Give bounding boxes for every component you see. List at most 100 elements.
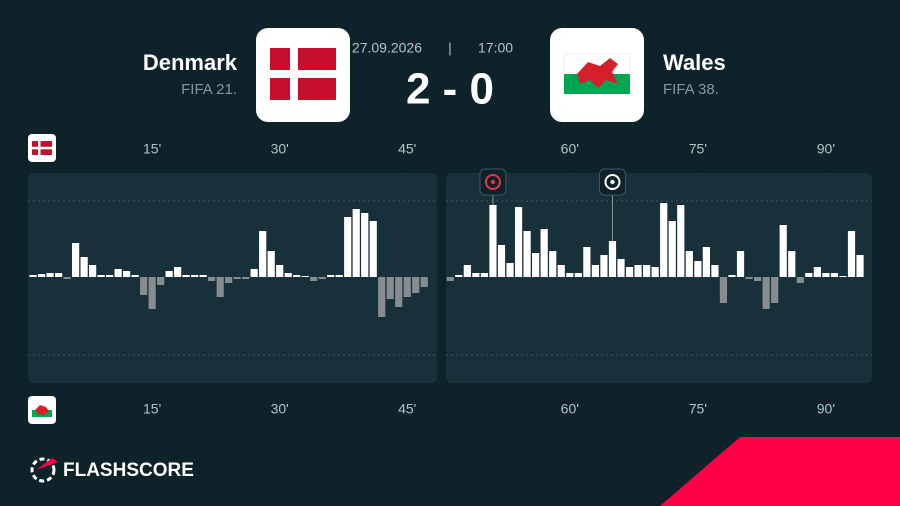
momentum-bar	[420, 277, 428, 287]
momentum-bar	[72, 243, 80, 277]
away-flag-small	[28, 396, 56, 424]
home-flag	[256, 28, 350, 122]
x-tick-label: 90'	[817, 401, 835, 417]
momentum-bar	[225, 277, 233, 283]
momentum-bar	[856, 255, 864, 277]
momentum-bar	[412, 277, 420, 293]
momentum-bar	[157, 277, 165, 285]
momentum-bar	[55, 273, 63, 277]
momentum-bar	[830, 273, 839, 277]
momentum-bar	[625, 267, 634, 277]
momentum-bar	[719, 277, 728, 303]
momentum-bar	[46, 273, 54, 277]
momentum-bar	[361, 213, 369, 277]
momentum-bar	[822, 273, 830, 277]
x-tick-label: 60'	[561, 141, 579, 157]
momentum-bar	[694, 261, 702, 277]
x-tick-label: 30'	[271, 141, 289, 157]
x-tick-label: 45'	[398, 401, 416, 417]
momentum-bar	[378, 277, 386, 317]
momentum-bar	[148, 277, 156, 309]
momentum-bar	[660, 203, 668, 277]
away-rank: FIFA 38.	[663, 81, 719, 98]
momentum-bar	[174, 267, 182, 277]
momentum-bar	[771, 277, 779, 303]
momentum-bar	[335, 275, 343, 277]
momentum-bar	[668, 221, 676, 277]
momentum-bar	[711, 265, 719, 277]
momentum-bar	[591, 265, 599, 277]
momentum-bar	[540, 229, 548, 277]
momentum-bar	[549, 251, 557, 277]
momentum-bar	[651, 267, 659, 277]
momentum-bar	[242, 277, 250, 279]
momentum-bar	[38, 274, 46, 277]
panel	[446, 173, 872, 383]
x-tick-label: 90'	[817, 141, 835, 157]
momentum-bar	[583, 247, 591, 277]
momentum-bar	[386, 277, 394, 299]
goal-ball	[484, 174, 501, 190]
brand-logo: FLASHSCORE	[30, 457, 194, 483]
momentum-bar	[293, 275, 301, 277]
momentum-bar	[702, 247, 710, 277]
momentum-bar	[805, 273, 813, 277]
momentum-bar	[839, 276, 847, 277]
momentum-bar	[736, 251, 745, 277]
momentum-bar	[514, 207, 523, 277]
brand-name: FLASHSCORE	[63, 460, 194, 481]
momentum-bar	[199, 275, 207, 277]
momentum-bar	[497, 245, 506, 277]
momentum-bar	[634, 265, 642, 277]
momentum-bar	[557, 265, 565, 277]
momentum-bar	[63, 277, 71, 279]
momentum-bar	[89, 265, 97, 277]
momentum-bar	[208, 277, 216, 281]
momentum-bar	[352, 209, 360, 277]
momentum-bar	[754, 277, 762, 281]
momentum-bar	[847, 231, 856, 277]
home-name: Denmark	[143, 50, 238, 75]
momentum-bar	[97, 275, 105, 277]
momentum-bar	[643, 265, 651, 277]
momentum-bar	[472, 273, 480, 277]
momentum-bar	[29, 275, 37, 277]
x-tick-label: 75'	[689, 401, 707, 417]
match-time: 17:00	[478, 40, 513, 56]
momentum-bar	[745, 277, 753, 279]
goal-ball	[604, 174, 621, 190]
momentum-bar	[463, 265, 471, 277]
momentum-bar	[403, 277, 411, 297]
momentum-bar	[106, 275, 114, 277]
momentum-bar	[395, 277, 403, 307]
momentum-bar	[455, 275, 463, 277]
goal-ball-center	[610, 179, 615, 185]
momentum-bar	[600, 255, 608, 277]
momentum-bar	[796, 277, 804, 283]
x-tick-label: 45'	[398, 141, 416, 157]
momentum-bar	[532, 253, 540, 277]
momentum-bar	[123, 271, 131, 277]
momentum-bar	[140, 277, 148, 295]
x-tick-label: 15'	[143, 401, 161, 417]
momentum-bar	[608, 241, 617, 277]
momentum-bar	[191, 275, 199, 277]
away-name: Wales	[663, 50, 726, 75]
momentum-bar	[489, 205, 497, 277]
momentum-bar	[762, 277, 770, 309]
momentum-bar	[813, 267, 821, 277]
momentum-bar	[131, 275, 139, 277]
momentum-bar	[284, 273, 292, 277]
momentum-bar	[80, 257, 88, 277]
momentum-bar	[728, 275, 736, 277]
momentum-bar	[165, 271, 173, 277]
momentum-bar	[480, 273, 489, 277]
momentum-bar	[779, 225, 787, 277]
momentum-bar	[369, 221, 377, 277]
momentum-bar	[310, 277, 318, 281]
momentum-bar	[566, 273, 574, 277]
score: 2 - 0	[406, 65, 494, 114]
x-tick-label: 60'	[561, 401, 579, 417]
momentum-bar	[446, 277, 454, 281]
momentum-bar	[259, 231, 267, 277]
